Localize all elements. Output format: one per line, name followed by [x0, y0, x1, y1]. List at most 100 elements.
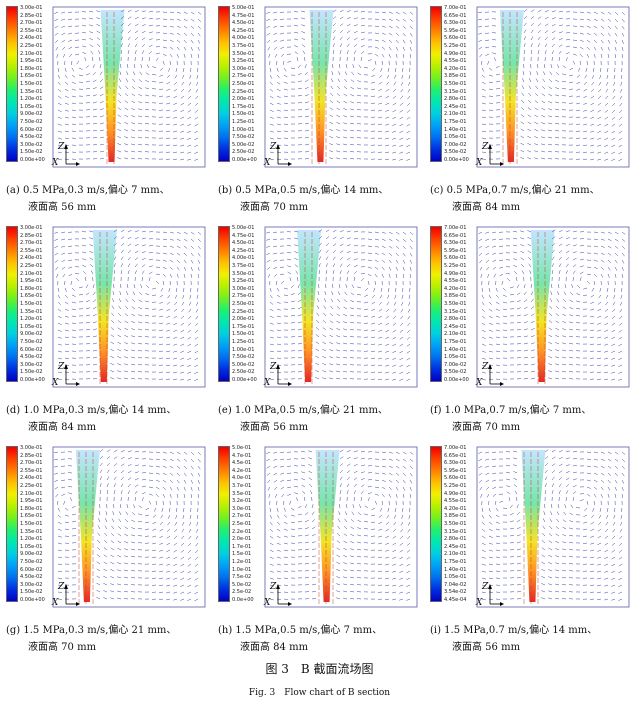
colorbar-tick-label: 3.00e-01: [20, 5, 43, 11]
velocity-vector: [138, 513, 143, 516]
velocity-vector: [290, 528, 295, 530]
velocity-vector: [336, 342, 341, 345]
velocity-vector: [331, 291, 334, 296]
velocity-vector: [481, 88, 486, 91]
colorbar-tick-label: 2.85e-01: [20, 452, 43, 459]
velocity-vector: [593, 11, 598, 14]
velocity-vector: [96, 582, 101, 586]
velocity-vector: [329, 342, 334, 345]
velocity-vector: [180, 570, 185, 574]
velocity-vector: [134, 250, 139, 254]
velocity-vector: [71, 322, 76, 324]
velocity-vector: [621, 259, 625, 264]
velocity-vector: [385, 95, 390, 99]
velocity-vector: [131, 563, 136, 565]
velocity-vector: [360, 490, 364, 495]
velocity-vector: [173, 315, 178, 319]
velocity-vector: [402, 479, 406, 484]
velocity-vector: [68, 479, 73, 481]
velocity-vector: [273, 273, 278, 277]
velocity-vector: [620, 521, 623, 526]
velocity-vector: [325, 249, 329, 254]
velocity-vector: [597, 336, 602, 339]
velocity-vector: [159, 95, 164, 97]
velocity-vector: [528, 85, 532, 90]
velocity-vector: [343, 129, 348, 132]
velocity-vector: [600, 32, 604, 37]
velocity-vector: [269, 308, 274, 312]
velocity-vector: [583, 144, 588, 147]
velocity-vector: [605, 88, 609, 93]
velocity-vector: [76, 60, 80, 65]
velocity-vector: [556, 518, 560, 523]
velocity-vector: [294, 257, 299, 261]
velocity-vector: [374, 39, 379, 42]
velocity-vector: [99, 101, 104, 104]
velocity-vector: [392, 556, 397, 559]
colorbar: [218, 6, 230, 162]
velocity-vector: [266, 465, 271, 469]
velocity-vector: [583, 535, 588, 537]
velocity-vector: [336, 561, 341, 565]
velocity-vector: [190, 46, 193, 51]
velocity-vector: [311, 576, 316, 579]
velocity-vector: [339, 476, 343, 481]
velocity-vector: [562, 598, 567, 600]
colorbar-tick-label: 4.75e-01: [232, 12, 255, 19]
velocity-vector: [495, 336, 500, 339]
velocity-vector: [618, 591, 623, 594]
velocity-vector: [605, 95, 609, 100]
velocity-vector: [294, 492, 299, 495]
velocity-vector: [586, 18, 591, 21]
velocity-vector: [374, 252, 379, 255]
velocity-vector: [61, 266, 66, 270]
velocity-vector: [360, 278, 365, 282]
velocity-vector: [141, 17, 146, 20]
velocity-vector: [159, 343, 164, 345]
velocity-vector: [283, 102, 288, 104]
velocity-vector: [593, 273, 598, 277]
velocity-vector: [99, 115, 104, 118]
velocity-vector: [181, 535, 185, 540]
velocity-vector: [558, 243, 563, 247]
velocity-vector: [350, 555, 355, 558]
velocity-vector: [133, 64, 136, 69]
velocity-vector: [399, 350, 404, 354]
velocity-vector: [336, 335, 341, 338]
velocity-vector: [183, 479, 187, 484]
velocity-vector: [166, 109, 171, 112]
velocity-vector: [338, 71, 341, 76]
velocity-vector: [593, 472, 598, 475]
colorbar-tick-label: 1.05e-01: [20, 543, 43, 550]
velocity-vector: [593, 259, 598, 262]
velocity-vector: [590, 102, 595, 106]
velocity-vector: [195, 535, 199, 540]
velocity-vector: [336, 122, 341, 125]
velocity-vector: [407, 88, 411, 93]
velocity-vector: [336, 320, 341, 324]
velocity-vector: [548, 143, 553, 146]
velocity-vector: [124, 136, 129, 139]
velocity-vector: [169, 39, 174, 43]
velocity-vector: [586, 465, 591, 467]
velocity-vector: [387, 67, 390, 72]
velocity-vector: [57, 542, 62, 545]
caption-line-2: 液面高 56 mm: [452, 642, 521, 653]
velocity-vector: [530, 377, 535, 380]
velocity-vector: [176, 472, 180, 477]
velocity-vector: [92, 130, 97, 132]
velocity-vector: [273, 266, 278, 270]
axis-arrows: [64, 144, 80, 166]
velocity-vector: [555, 370, 560, 373]
velocity-vector: [409, 465, 413, 470]
velocity-vector: [187, 322, 192, 326]
velocity-vector: [167, 514, 171, 519]
velocity-vector: [562, 349, 567, 352]
velocity-vector: [378, 563, 383, 565]
velocity-vector: [401, 74, 404, 79]
velocity-vector: [569, 549, 574, 551]
velocity-vector: [530, 298, 534, 303]
velocity-vector: [190, 245, 195, 250]
velocity-vector: [488, 563, 493, 566]
caption-line-1: (c) 0.5 MPa,0.7 m/s,偏心 21 mm、: [430, 185, 600, 196]
